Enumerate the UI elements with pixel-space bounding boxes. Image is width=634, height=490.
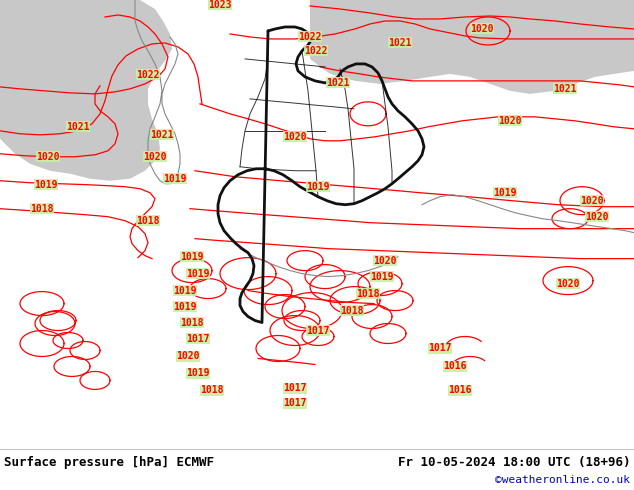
Text: 1017: 1017 (306, 325, 330, 336)
Text: 1023: 1023 (208, 0, 232, 10)
Text: 1021: 1021 (66, 122, 90, 132)
Text: 1020: 1020 (143, 152, 167, 162)
Text: 1018: 1018 (356, 289, 380, 298)
Text: 1017: 1017 (283, 384, 307, 393)
Text: 1020: 1020 (498, 116, 522, 126)
Text: 1018: 1018 (30, 204, 54, 214)
Text: 1017: 1017 (186, 334, 210, 343)
Text: Surface pressure [hPa] ECMWF: Surface pressure [hPa] ECMWF (4, 456, 214, 469)
Text: 1022: 1022 (304, 46, 328, 56)
Text: 1022: 1022 (136, 70, 160, 80)
Text: 1022: 1022 (298, 32, 321, 42)
Text: 1021: 1021 (150, 130, 174, 140)
Text: 1020: 1020 (373, 256, 397, 266)
Text: 1019: 1019 (180, 252, 204, 262)
Text: 1019: 1019 (370, 271, 394, 282)
Text: 1021: 1021 (553, 84, 577, 94)
Text: 1020: 1020 (585, 212, 609, 221)
Text: 1020: 1020 (36, 152, 60, 162)
Text: Fr 10-05-2024 18:00 UTC (18+96): Fr 10-05-2024 18:00 UTC (18+96) (398, 456, 630, 469)
Text: 1018: 1018 (136, 216, 160, 226)
Text: 1019: 1019 (34, 180, 58, 190)
Text: 1019: 1019 (173, 286, 197, 295)
Text: 1019: 1019 (306, 182, 330, 192)
Text: 1019: 1019 (163, 174, 187, 184)
Text: 1020: 1020 (580, 196, 604, 206)
Text: 1019: 1019 (173, 301, 197, 312)
Text: 1020: 1020 (176, 351, 200, 362)
Text: 1018: 1018 (200, 386, 224, 395)
Text: 1018: 1018 (180, 318, 204, 327)
Text: 1016: 1016 (448, 386, 472, 395)
Polygon shape (0, 0, 172, 181)
Text: 1019: 1019 (493, 188, 517, 198)
Text: 1021: 1021 (327, 78, 350, 88)
Text: 1017: 1017 (283, 398, 307, 409)
Text: 1016: 1016 (443, 362, 467, 371)
Text: 1018: 1018 (340, 306, 364, 316)
Text: 1017: 1017 (428, 343, 452, 353)
Text: 1020: 1020 (556, 279, 579, 289)
Text: 1021: 1021 (388, 38, 411, 48)
Text: ©weatheronline.co.uk: ©weatheronline.co.uk (495, 475, 630, 485)
Text: 1020: 1020 (470, 24, 494, 34)
Text: 1019: 1019 (186, 269, 210, 279)
Polygon shape (310, 0, 634, 94)
Text: 1020: 1020 (283, 132, 307, 142)
Text: 1019: 1019 (186, 368, 210, 378)
